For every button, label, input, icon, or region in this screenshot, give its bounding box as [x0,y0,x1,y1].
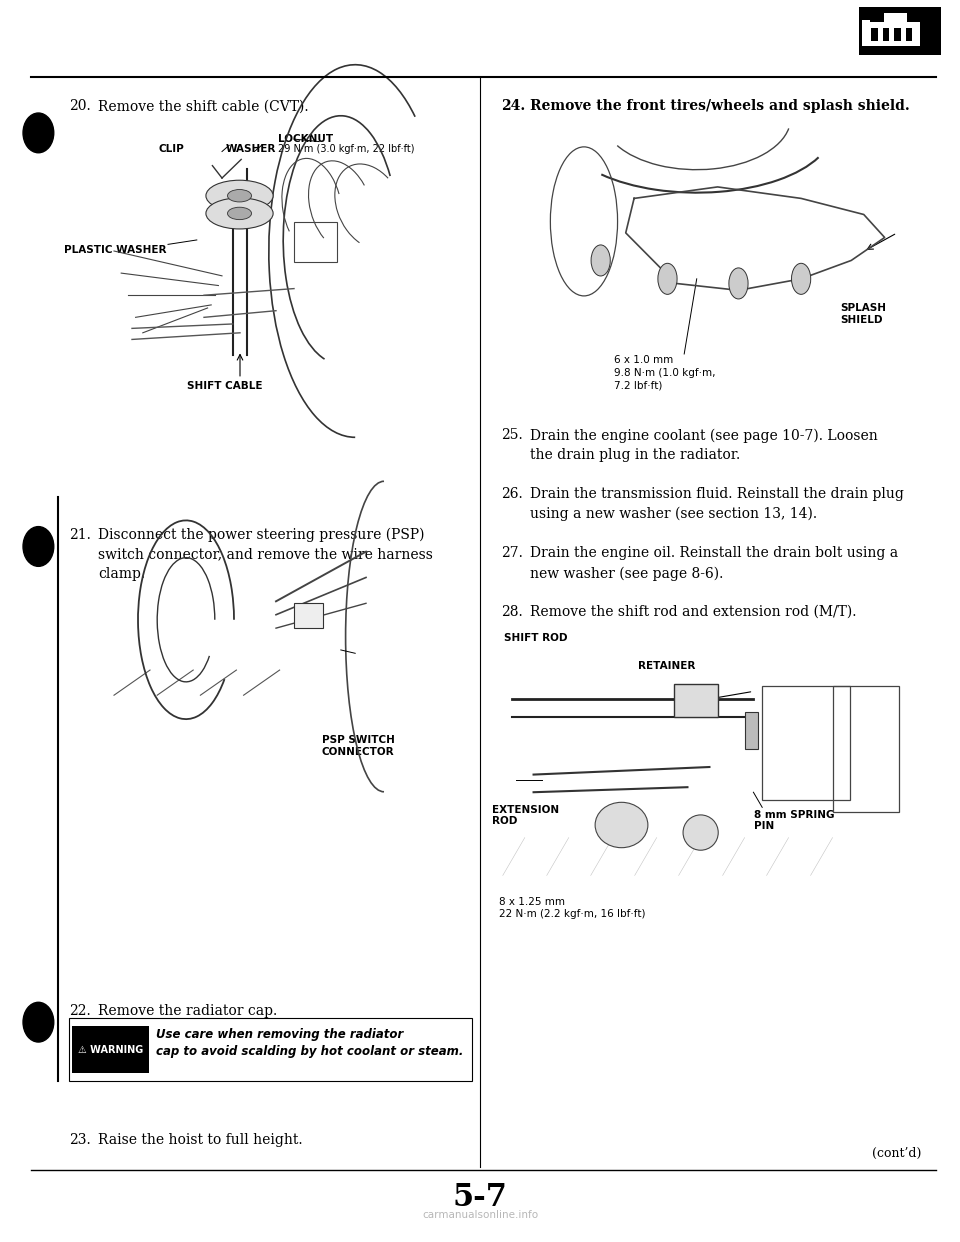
Circle shape [23,1002,54,1042]
Bar [96,553,456,720]
Ellipse shape [658,263,677,294]
Bar [294,222,337,262]
Bar [895,29,900,41]
Bar [762,687,851,800]
Text: (cont’d): (cont’d) [873,1148,922,1160]
Text: Drain the engine oil. Reinstall the drain bolt using a
new washer (see page 8-6): Drain the engine oil. Reinstall the drai… [530,546,898,580]
Ellipse shape [228,190,252,202]
Ellipse shape [228,207,252,220]
Text: Raise the hoist to full height.: Raise the hoist to full height. [98,1133,302,1146]
Text: LOCKNUT: LOCKNUT [278,134,333,144]
Bar [674,684,718,717]
Bar [859,7,941,55]
Text: 24.: 24. [501,99,525,113]
Text: RETAINER: RETAINER [638,661,696,671]
Text: 28.: 28. [501,605,523,619]
Text: EXTENSION
ROD: EXTENSION ROD [492,805,559,826]
Text: PLASTIC WASHER: PLASTIC WASHER [64,245,167,255]
Ellipse shape [729,268,748,299]
Bar [862,20,870,46]
Text: 27.: 27. [501,546,523,560]
Text: 21.: 21. [69,528,91,542]
Text: WASHER: WASHER [226,144,276,154]
Ellipse shape [206,180,273,211]
Text: 25.: 25. [501,428,523,442]
Text: SPLASH
SHIELD: SPLASH SHIELD [840,303,886,324]
Bar [96,152,456,373]
Text: 22.: 22. [69,1004,91,1017]
Ellipse shape [206,197,273,229]
Text: SHIFT ROD: SHIFT ROD [504,633,567,643]
Bar [72,1026,149,1073]
Text: 29 N·m (3.0 kgf·m, 22 lbf·ft): 29 N·m (3.0 kgf·m, 22 lbf·ft) [278,144,415,154]
Ellipse shape [684,815,718,851]
Bar [883,29,889,41]
Bar [490,636,929,888]
Text: PSP SWITCH
CONNECTOR: PSP SWITCH CONNECTOR [322,735,395,756]
Text: Drain the engine coolant (see page 10-7). Loosen
the drain plug in the radiator.: Drain the engine coolant (see page 10-7)… [530,428,877,462]
Bar [872,29,878,41]
Text: 20.: 20. [69,99,91,113]
Circle shape [23,113,54,153]
Text: carmanualsonline.info: carmanualsonline.info [422,1210,538,1220]
Text: ⚠ WARNING: ⚠ WARNING [78,1045,143,1054]
Text: 5-7: 5-7 [452,1182,508,1212]
Text: 9.8 N·m (1.0 kgf·m,: 9.8 N·m (1.0 kgf·m, [614,368,716,378]
Bar [869,21,920,46]
Text: 22 N·m (2.2 kgf·m, 16 lbf·ft): 22 N·m (2.2 kgf·m, 16 lbf·ft) [499,909,646,919]
Bar [905,29,912,41]
Text: Drain the transmission fluid. Reinstall the drain plug
using a new washer (see s: Drain the transmission fluid. Reinstall … [530,487,903,520]
Text: 7.2 lbf·ft): 7.2 lbf·ft) [614,380,662,390]
Text: Remove the front tires/wheels and splash shield.: Remove the front tires/wheels and splash… [530,99,910,113]
Text: CLIP: CLIP [158,144,184,154]
Text: 8 x 1.25 mm: 8 x 1.25 mm [499,897,565,907]
Text: 6 x 1.0 mm: 6 x 1.0 mm [614,355,674,365]
Bar [294,602,323,628]
Text: Remove the radiator cap.: Remove the radiator cap. [98,1004,277,1017]
Bar [69,1018,472,1081]
Circle shape [23,527,54,566]
Text: 23.: 23. [69,1133,91,1146]
Text: 8 mm SPRING
PIN: 8 mm SPRING PIN [754,810,834,831]
Ellipse shape [791,263,811,294]
Bar [832,687,899,812]
Ellipse shape [591,245,611,276]
Bar [509,118,926,348]
Bar [883,14,906,22]
Text: Remove the shift rod and extension rod (M/T).: Remove the shift rod and extension rod (… [530,605,856,619]
Ellipse shape [595,802,648,848]
Text: Remove the shift cable (CVT).: Remove the shift cable (CVT). [98,99,308,113]
Text: Use care when removing the radiator
cap to avoid scalding by hot coolant or stea: Use care when removing the radiator cap … [156,1028,463,1058]
Bar [745,712,757,749]
Text: 26.: 26. [501,487,523,501]
Text: Disconnect the power steering pressure (PSP)
switch connector, and remove the wi: Disconnect the power steering pressure (… [98,528,433,581]
Text: SHIFT CABLE: SHIFT CABLE [187,381,263,391]
